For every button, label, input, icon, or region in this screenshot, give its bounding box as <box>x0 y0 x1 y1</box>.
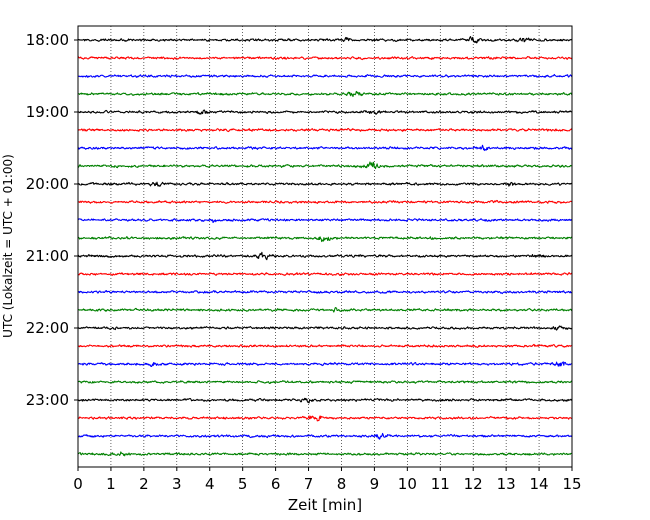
x-tick-label: 9 <box>370 475 380 493</box>
trace-line <box>77 343 573 348</box>
trace-line <box>77 218 573 223</box>
trace-line <box>77 251 573 261</box>
x-axis-ticks: 0 1 2 3 4 5 6 7 8 9 10 11 12 13 14 15 <box>73 467 582 493</box>
x-tick-label: 15 <box>562 475 581 493</box>
y-tick-label: 23:00 <box>26 391 69 409</box>
trace-line <box>77 306 573 313</box>
trace-line <box>77 35 573 44</box>
x-tick-label: 0 <box>73 475 83 493</box>
y-tick-label: 18:00 <box>26 31 69 49</box>
x-tick-label: 14 <box>530 475 549 493</box>
trace-line <box>77 415 573 422</box>
trace-line <box>77 161 573 170</box>
trace-line <box>77 199 573 204</box>
trace-line <box>77 272 573 277</box>
trace-line <box>77 181 573 187</box>
y-tick-label: 19:00 <box>26 103 69 121</box>
trace-line <box>77 127 573 133</box>
y-tick-label: 22:00 <box>26 319 69 337</box>
trace-line <box>77 361 573 368</box>
x-tick-label: 2 <box>139 475 149 493</box>
y-tick-label: 20:00 <box>26 175 69 193</box>
y-axis-label: UTC (Lokalzeit = UTC + 01:00) <box>1 154 15 338</box>
trace-layer <box>77 35 573 457</box>
x-tick-label: 7 <box>304 475 314 493</box>
x-tick-label: 11 <box>431 475 450 493</box>
x-axis-label: Zeit [min] <box>288 496 362 514</box>
trace-line <box>77 397 573 404</box>
y-axis-ticks: 18:00 19:00 20:00 21:00 22:00 23:00 <box>26 31 78 409</box>
trace-line <box>77 109 573 115</box>
trace-line <box>77 144 573 152</box>
trace-line <box>77 290 573 295</box>
trace-line <box>77 451 573 457</box>
x-tick-label: 4 <box>205 475 215 493</box>
trace-line <box>77 432 573 440</box>
trace-line <box>77 380 573 385</box>
trace-line <box>77 56 573 61</box>
x-tick-label: 13 <box>497 475 516 493</box>
trace-line <box>77 90 573 98</box>
x-tick-label: 5 <box>238 475 248 493</box>
trace-line <box>77 325 573 331</box>
x-tick-label: 8 <box>337 475 347 493</box>
x-tick-label: 1 <box>106 475 116 493</box>
trace-line <box>77 73 573 78</box>
y-tick-label: 21:00 <box>26 247 69 265</box>
x-tick-label: 6 <box>271 475 281 493</box>
x-tick-label: 3 <box>172 475 182 493</box>
x-tick-label: 10 <box>398 475 417 493</box>
trace-line <box>77 236 573 243</box>
x-tick-label: 12 <box>464 475 483 493</box>
plot-frame <box>77 25 573 468</box>
